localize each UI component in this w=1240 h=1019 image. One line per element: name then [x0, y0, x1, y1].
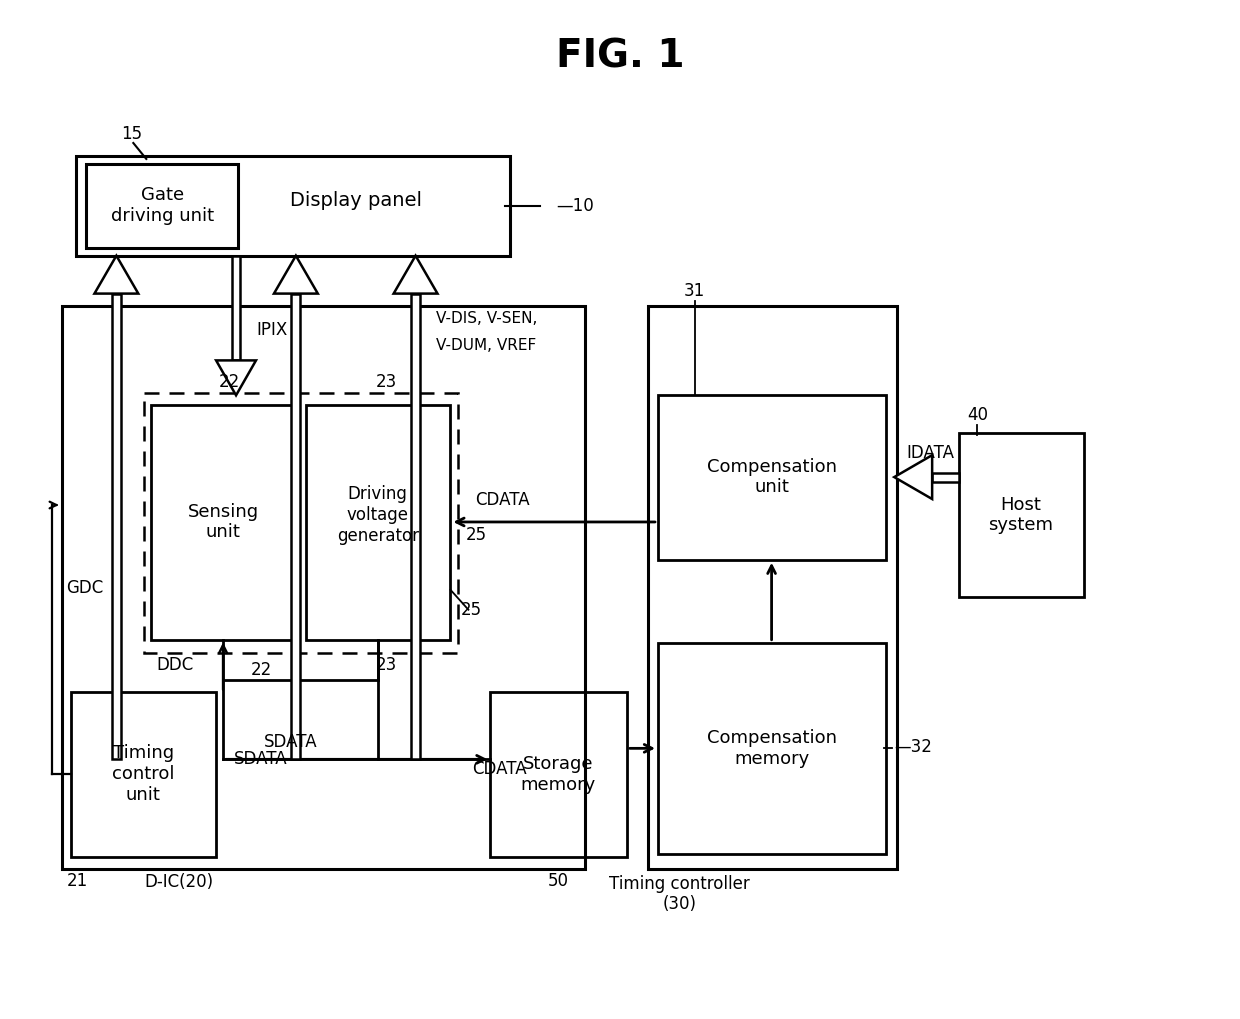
Text: IPIX: IPIX — [255, 321, 288, 339]
Text: 21: 21 — [67, 872, 88, 890]
Text: CDATA: CDATA — [472, 760, 527, 779]
Text: DDC: DDC — [156, 655, 193, 674]
Text: 31: 31 — [684, 281, 706, 300]
Text: 15: 15 — [122, 125, 143, 143]
Text: Display panel: Display panel — [290, 192, 422, 210]
Text: FIG. 1: FIG. 1 — [556, 38, 684, 75]
Bar — [232, 256, 241, 361]
Polygon shape — [216, 361, 255, 395]
Text: —32: —32 — [894, 739, 932, 756]
Text: 22: 22 — [250, 660, 273, 679]
Polygon shape — [393, 256, 438, 293]
Text: Timing
control
unit: Timing control unit — [112, 745, 175, 804]
Text: (30): (30) — [663, 895, 697, 913]
Bar — [72, 693, 216, 857]
Bar — [112, 293, 120, 759]
Text: Storage
memory: Storage memory — [521, 755, 595, 794]
Polygon shape — [894, 455, 932, 499]
Polygon shape — [274, 256, 317, 293]
Polygon shape — [94, 256, 139, 293]
Text: —10: —10 — [557, 197, 594, 215]
Text: GDC: GDC — [67, 579, 104, 597]
Bar — [144, 393, 459, 652]
Text: 40: 40 — [967, 407, 988, 424]
Text: SDATA: SDATA — [234, 750, 288, 768]
Text: 25: 25 — [465, 526, 486, 544]
Text: CDATA: CDATA — [475, 491, 529, 510]
Bar — [959, 433, 1084, 597]
Bar — [77, 156, 511, 256]
Text: Compensation
memory: Compensation memory — [707, 729, 837, 767]
Text: D-IC(20): D-IC(20) — [145, 873, 213, 891]
Bar — [87, 164, 238, 248]
Bar — [658, 395, 887, 559]
Text: Compensation
unit: Compensation unit — [707, 458, 837, 496]
Text: Host
system: Host system — [988, 495, 1054, 534]
Bar — [658, 643, 887, 854]
Bar — [649, 306, 898, 869]
Text: Timing controller: Timing controller — [610, 875, 750, 893]
Bar — [490, 693, 627, 857]
Text: V-DUM, VREF: V-DUM, VREF — [435, 338, 536, 353]
Text: IDATA: IDATA — [906, 444, 955, 463]
Text: 50: 50 — [548, 872, 569, 890]
Bar — [932, 473, 959, 482]
Text: SDATA: SDATA — [264, 734, 317, 751]
Bar — [62, 306, 585, 869]
Text: Driving
voltage
generator: Driving voltage generator — [337, 485, 419, 545]
Bar — [151, 406, 296, 640]
Bar — [291, 293, 300, 759]
Text: Sensing
unit: Sensing unit — [187, 502, 259, 541]
Bar — [412, 293, 420, 759]
Text: Gate
driving unit: Gate driving unit — [110, 186, 213, 225]
Text: V-DIS, V-SEN,: V-DIS, V-SEN, — [435, 311, 537, 326]
Text: 23: 23 — [376, 655, 397, 674]
Text: 25: 25 — [460, 601, 481, 619]
Text: 23: 23 — [376, 373, 397, 391]
Bar — [306, 406, 450, 640]
Text: 22: 22 — [219, 373, 241, 391]
